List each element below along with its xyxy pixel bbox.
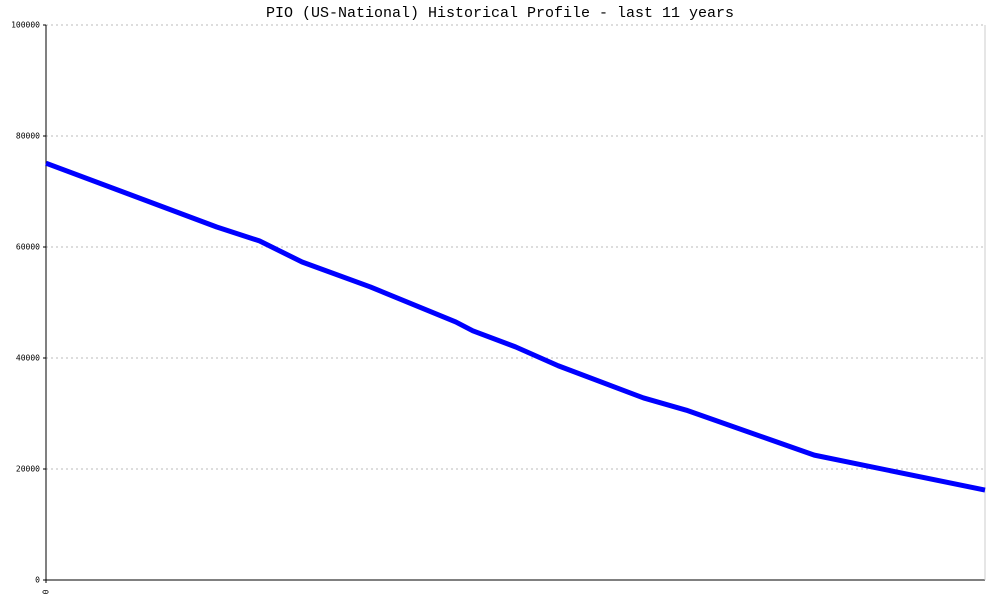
y-tick-label: 60000	[16, 243, 40, 252]
y-tick-label: 80000	[16, 132, 40, 141]
y-tick-label: 40000	[16, 354, 40, 363]
x-tick-label: 0	[42, 589, 51, 594]
line-series	[45, 160, 986, 493]
chart-title: PIO (US-National) Historical Profile - l…	[266, 5, 734, 22]
y-tick-label: 0	[35, 576, 40, 585]
y-tick-label: 100000	[11, 21, 40, 30]
y-tick-label: 20000	[16, 465, 40, 474]
